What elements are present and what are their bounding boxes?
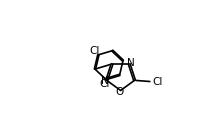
Text: Cl: Cl xyxy=(152,77,163,87)
Text: O: O xyxy=(116,87,124,97)
Text: N: N xyxy=(127,58,135,68)
Text: Cl: Cl xyxy=(99,79,110,89)
Text: N: N xyxy=(100,76,108,86)
Text: Cl: Cl xyxy=(89,46,100,56)
